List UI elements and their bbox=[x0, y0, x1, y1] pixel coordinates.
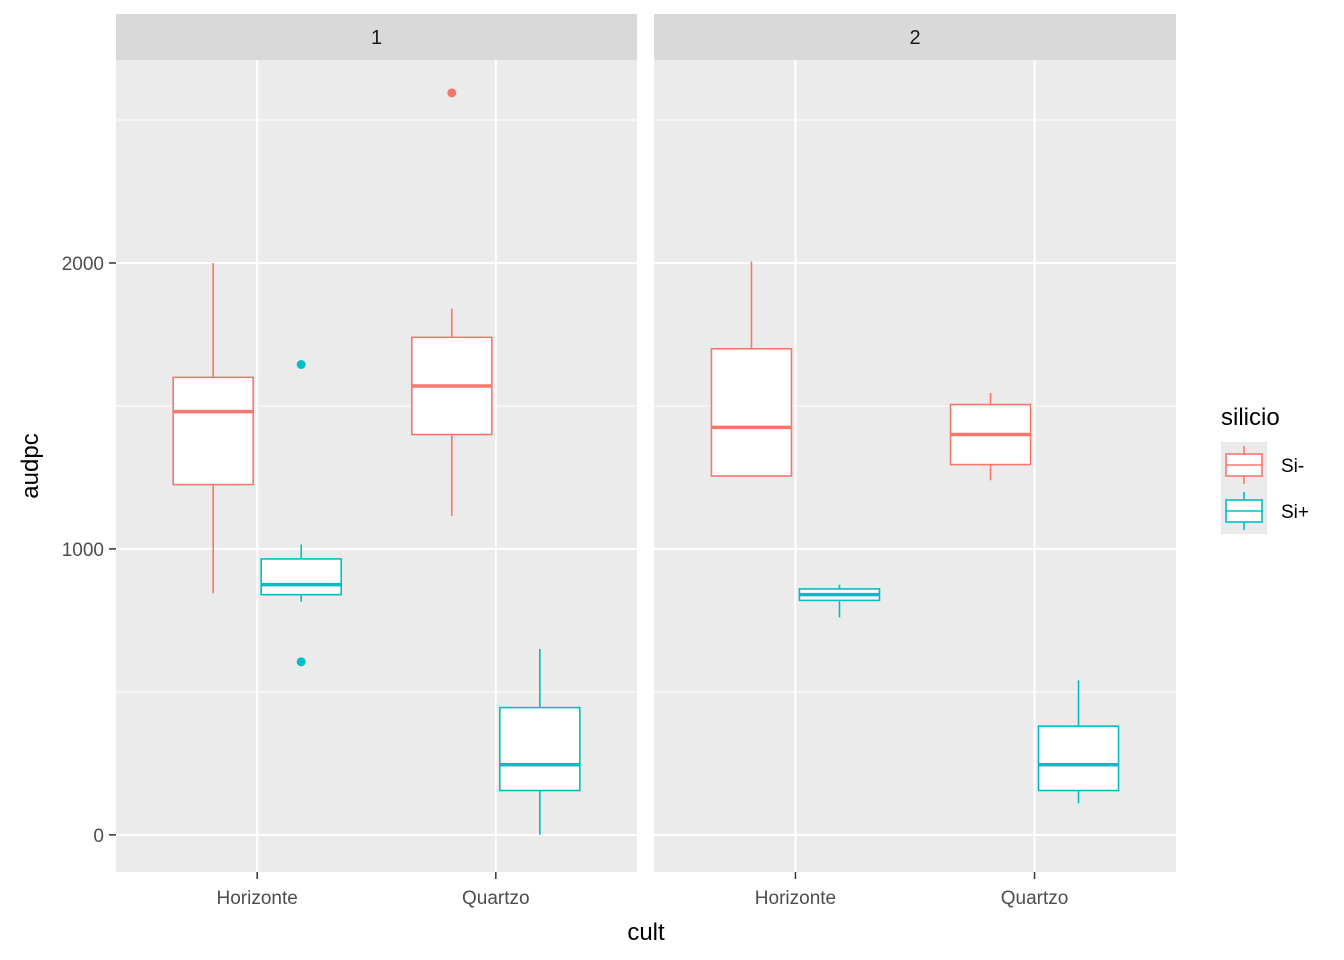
outlier-point bbox=[296, 360, 306, 369]
boxplot-2-quartzo-si-plus bbox=[1037, 680, 1120, 804]
y-tick-label: 0 bbox=[93, 826, 104, 847]
y-axis-title: audpc bbox=[17, 433, 44, 498]
x-axis-title: cult bbox=[627, 919, 665, 946]
legend: silicio Si- Si+ bbox=[1221, 404, 1309, 534]
y-tick-label: 2000 bbox=[62, 254, 104, 275]
x-tick-label: Quartzo bbox=[1001, 888, 1069, 909]
boxplot-1-quartzo-si-minus bbox=[411, 88, 493, 517]
x-tick-label: Horizonte bbox=[755, 888, 836, 909]
x-tick-label: Horizonte bbox=[217, 888, 298, 909]
facet-strip-label: 2 bbox=[909, 27, 920, 49]
y-axis: 0 1000 2000 bbox=[62, 254, 116, 847]
outlier-point bbox=[447, 88, 457, 98]
facet-strip-label: 1 bbox=[371, 27, 382, 49]
box bbox=[499, 706, 581, 792]
boxplot-1-horizonte-si-minus bbox=[172, 263, 254, 594]
legend-title: silicio bbox=[1221, 404, 1280, 431]
x-tick-label: Quartzo bbox=[462, 888, 530, 909]
x-axis: Horizonte Quartzo Horizonte Quartzo bbox=[217, 872, 1069, 909]
y-tick-label: 1000 bbox=[62, 540, 104, 561]
legend-label: Si- bbox=[1281, 456, 1304, 477]
boxplot-2-horizonte-si-plus bbox=[798, 584, 881, 618]
boxplot-2-horizonte-si-minus bbox=[710, 261, 793, 477]
legend-key-si-plus bbox=[1221, 488, 1267, 534]
box bbox=[172, 376, 254, 486]
boxplot-1-horizonte-si-plus bbox=[260, 360, 342, 667]
legend-key-si-minus bbox=[1221, 442, 1267, 488]
facet-strip bbox=[116, 14, 637, 60]
box bbox=[710, 347, 793, 477]
facet-strip bbox=[654, 14, 1176, 60]
legend-label: Si+ bbox=[1281, 502, 1309, 523]
box bbox=[260, 558, 342, 596]
outlier-point bbox=[296, 657, 306, 667]
boxplot-2-quartzo-si-minus bbox=[949, 393, 1032, 481]
boxplot-1-quartzo-si-plus bbox=[499, 648, 581, 835]
box bbox=[1037, 725, 1120, 792]
